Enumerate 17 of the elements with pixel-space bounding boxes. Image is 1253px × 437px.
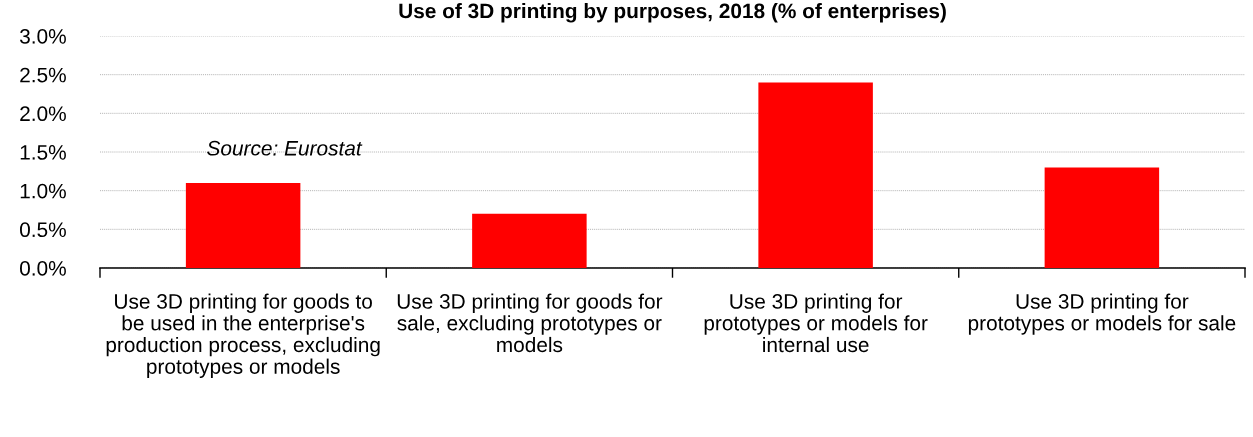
bar bbox=[185, 182, 301, 268]
y-tick-label: 2.0% bbox=[20, 106, 66, 122]
y-tick-label: 0.5% bbox=[20, 222, 66, 238]
y-tick-label: 0.0% bbox=[20, 261, 66, 276]
y-tick-label: 1.5% bbox=[20, 145, 66, 160]
x-tick-label: Use 3D printing for goods for sale, excluding prototypes or models bbox=[397, 293, 663, 353]
y-tick-label: 3.0% bbox=[19, 29, 66, 44]
annotation: Source: Eurostat bbox=[207, 140, 363, 156]
chart-title: Use of 3D printing by purposes, 2018 (% of enterprises) bbox=[399, 3, 946, 23]
x-tick-label: Use 3D printing for goods to be used in the enterprise's production process, excluding prototypes or models bbox=[106, 293, 380, 378]
x-tick-label: Use 3D printing for prototypes or models for internal use bbox=[704, 293, 928, 353]
y-tick-label: 2.5% bbox=[20, 67, 66, 83]
x-tick-label: Use 3D printing for prototypes or models for sale bbox=[968, 293, 1236, 335]
bar bbox=[472, 213, 587, 268]
bar bbox=[758, 82, 873, 268]
bar bbox=[1044, 167, 1160, 268]
y-tick-label: 1.0% bbox=[20, 183, 66, 199]
